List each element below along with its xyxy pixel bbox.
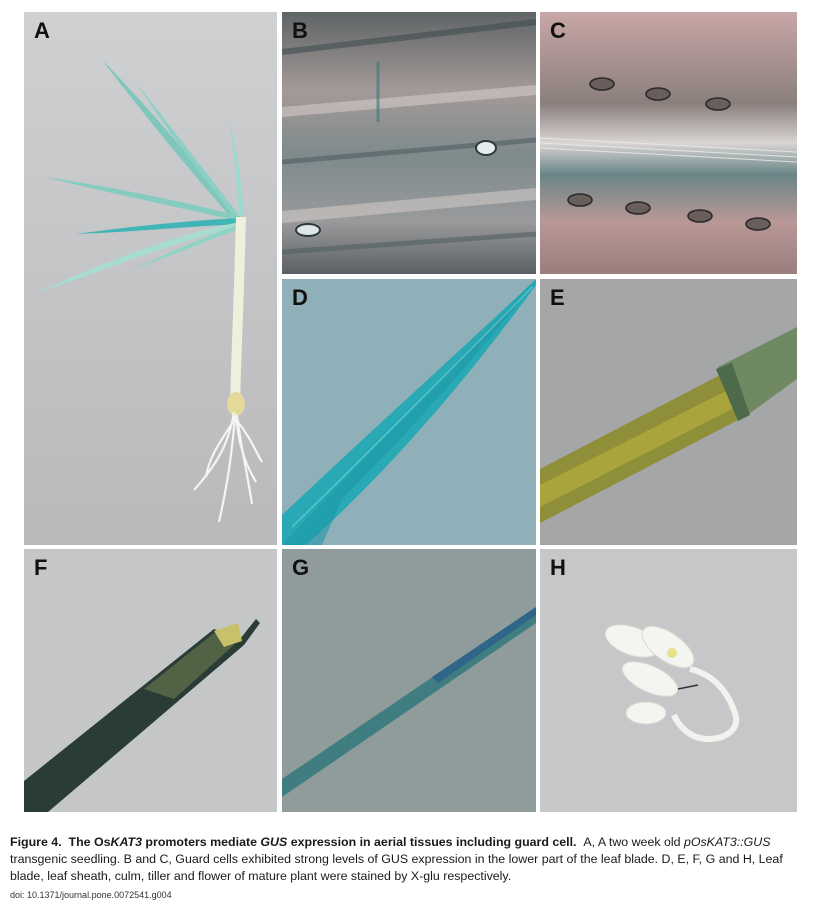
doi-link[interactable]: doi: 10.1371/journal.pone.0072541.g004 [10, 890, 172, 900]
caption-title: The OsKAT3 promoters mediate GUS express… [68, 835, 577, 849]
panel-label-g: G [292, 555, 310, 580]
panel-label-h: H [550, 555, 566, 580]
leaf-sheath-photo [540, 279, 797, 545]
panel-c: C [540, 12, 797, 274]
leaf-blade-photo [282, 279, 536, 545]
panel-a: A [24, 12, 277, 545]
panel-label-c: C [550, 18, 566, 43]
panel-b: B [282, 12, 536, 274]
panel-f: F [24, 549, 277, 812]
figure-caption: Figure 4. The OsKAT3 promoters mediate G… [10, 834, 806, 885]
figure-number: Figure 4. [10, 835, 62, 849]
seedling-photo [24, 12, 277, 545]
panel-label-d: D [292, 285, 308, 310]
panel-label-b: B [292, 18, 308, 43]
panel-label-f: F [34, 555, 48, 580]
guard-cells-photo-c [540, 12, 797, 274]
caption-body-start: A, A two week old [583, 835, 684, 849]
flower-photo [540, 549, 797, 812]
caption-body-rest: transgenic seedling. B and C, Guard cell… [10, 852, 783, 883]
culm-photo [24, 549, 277, 812]
panel-e: E [540, 279, 797, 545]
panel-g: G [282, 549, 536, 812]
panel-d: D [282, 279, 536, 545]
panel-label-a: A [34, 18, 50, 43]
tiller-photo [282, 549, 536, 812]
panel-label-e: E [550, 285, 565, 310]
guard-cells-photo-b [282, 12, 536, 274]
construct-name: pOsKAT3::GUS [683, 835, 771, 849]
panel-h: H [540, 549, 797, 812]
